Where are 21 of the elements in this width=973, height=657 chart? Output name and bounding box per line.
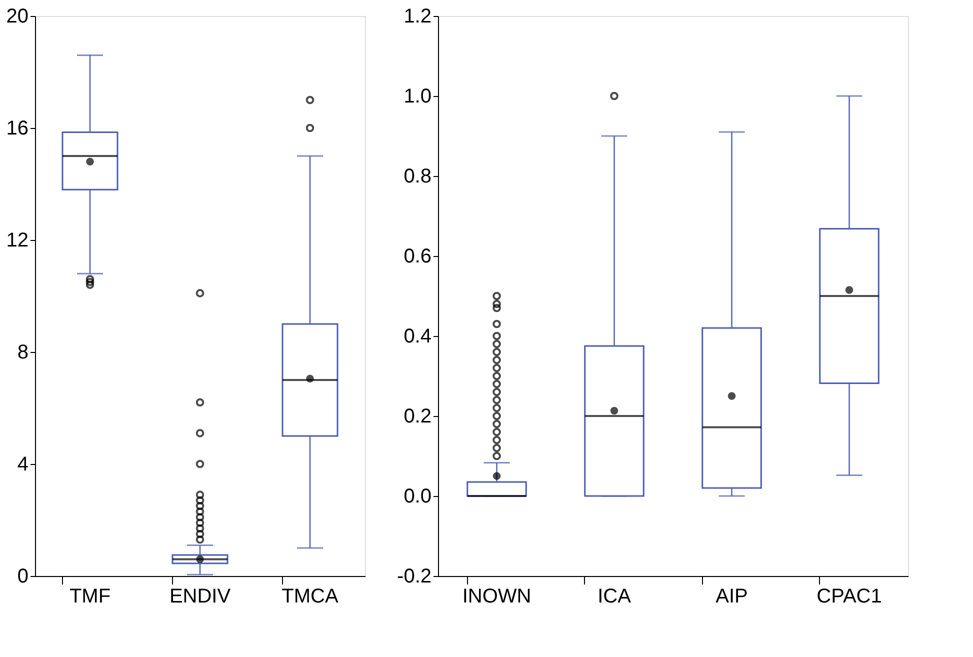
x-tick-label: TMCA [282,586,339,608]
x-tick-label: AIP [716,586,748,608]
x-tick-label: ICA [598,586,632,608]
y-tick-label: 0 [17,566,28,588]
x-tick-label: ENDIV [169,586,232,608]
x-tick-label: INOWN [462,586,532,608]
y-tick-label: 1.0 [404,86,432,108]
y-tick-label: 20 [6,6,28,28]
y-tick-label: 16 [6,118,28,140]
y-tick-label: 8 [17,342,28,364]
y-tick-label: 0.0 [404,486,432,508]
y-tick-label: 0.4 [404,326,432,348]
y-tick-label: 4 [17,454,28,476]
x-tick-label: TMF [69,586,111,608]
y-tick-label: 1.2 [404,6,432,28]
y-tick-label: 0.6 [404,246,432,268]
x-tick-label: CPAC1 [816,586,882,608]
y-tick-label: -0.2 [397,566,432,588]
y-tick-label: 0.8 [404,166,432,188]
y-tick-label: 0.2 [404,406,432,428]
y-tick-label: 12 [6,230,28,252]
